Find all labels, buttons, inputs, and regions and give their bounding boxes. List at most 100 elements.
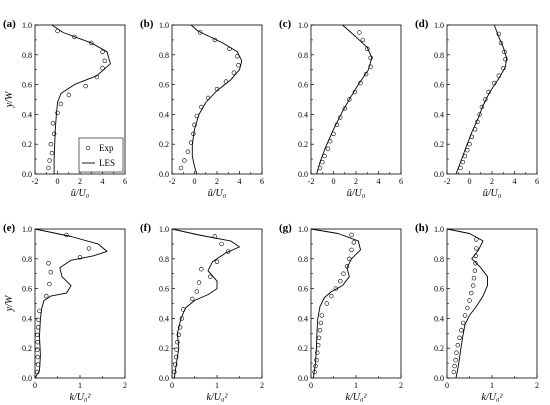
y-tick-label: 0.4 [298,110,308,119]
data-point-exp [341,271,346,276]
x-axis-title: ū/U₀ [483,188,502,199]
data-point-exp [196,280,202,285]
plot-frame [446,24,538,175]
y-tick-label: 0.2 [298,140,308,149]
x-axis-title: k/U₀² [70,392,92,403]
series-line-les [171,228,240,379]
x-tick-label: 0 [56,177,60,186]
x-tick-label: 0 [33,381,37,390]
y-tick-label: 0.6 [159,81,169,90]
data-point-exp [49,150,55,156]
data-point-exp [172,369,177,375]
y-tick-label: 0.0 [159,374,169,383]
y-tick-label: 0.8 [159,255,169,264]
data-point-exp [349,247,354,253]
y-tick-label: 1.0 [159,21,169,30]
data-point-exp [199,267,204,272]
y-tick-label: 0.8 [298,51,308,60]
y-tick-label: 1.0 [22,21,32,30]
data-point-exp [47,281,52,287]
data-point-exp [473,261,478,266]
y-tick-label: 0.0 [159,170,169,179]
panel-7: (h) 0 1 2 0.0 0.2 0.4 0.6 0.8 1.0 k/U₀² [415,222,539,403]
y-tick-label: 0.0 [434,170,444,179]
panel-label: (g) [279,222,292,234]
y-tick-label: 0.2 [298,344,308,353]
y-tick-label: 0.2 [434,140,444,149]
data-point-exp [77,255,83,260]
data-point-exp [208,274,213,279]
x-tick-label: 2 [535,381,539,390]
plot-frame [310,228,402,379]
y-tick-label: 0.6 [159,285,169,294]
y-tick-label: 0.6 [22,81,32,90]
data-point-exp [46,165,51,171]
y-tick-label: 0.6 [434,285,444,294]
data-point-exp [455,343,460,348]
x-tick-label: 6 [535,177,539,186]
y-tick-label: 1.0 [22,225,32,234]
series-line-les [190,24,243,175]
data-point-exp [459,328,464,333]
plot-frame [171,24,263,175]
legend-marker-exp [85,145,91,151]
data-point-exp [461,320,466,326]
data-point-exp [368,64,373,69]
series-line-les [455,24,508,175]
series-line-les [34,228,108,379]
x-tick-label: -2 [32,177,39,186]
x-axis-title: ū/U₀ [71,188,90,199]
data-point-exp [318,320,324,326]
x-tick-label: 6 [399,177,403,186]
data-point-exp [58,101,64,107]
data-point-exp [319,313,324,318]
x-tick-label: 1 [215,381,219,390]
data-point-exp [100,65,105,71]
plot-frame [310,24,402,175]
data-point-exp [190,296,195,302]
data-point-exp [48,142,53,147]
series-line-les [446,228,488,379]
x-tick-label: 6 [260,177,264,186]
y-tick-label: 0.0 [298,374,308,383]
panel-label: (h) [415,222,429,234]
panel-label: (c) [279,18,292,30]
data-point-exp [214,259,220,264]
panel-label: (b) [140,18,154,30]
series-line-les [310,228,361,379]
x-tick-label: 0 [445,381,449,390]
data-point-exp [462,313,468,318]
y-tick-label: 0.4 [434,314,444,323]
y-tick-label: 0.8 [22,51,32,60]
x-tick-label: 4 [101,177,105,186]
x-tick-label: 4 [377,177,381,186]
data-point-exp [176,332,182,337]
data-point-exp [100,49,105,54]
x-tick-label: 1 [354,381,358,390]
panels: (a) -2 0 2 4 6 0.0 0.2 0.4 0.6 0.8 1.0 ū/U₀ Exp LES (b)… [3,18,539,403]
data-point-exp [66,92,72,98]
panel-5: (f) 0 1 2 0.0 0.2 0.4 0.6 0.8 1.0 k/U₀² [140,222,264,403]
data-point-exp [454,350,459,355]
plot-frame [34,228,126,379]
data-point-exp [472,268,478,273]
y-tick-label: 0.4 [159,110,169,119]
y-tick-label: 0.2 [22,344,32,353]
data-point-exp [188,140,194,145]
data-point-exp [469,290,474,296]
data-point-exp [231,70,237,75]
data-point-exp [192,122,197,128]
data-point-exp [236,62,241,68]
x-axis-title: ū/U₀ [208,188,227,199]
data-point-exp [324,301,329,306]
x-tick-label: 2 [215,177,219,186]
data-point-exp [465,148,470,153]
y-tick-label: 1.0 [434,225,444,234]
legend-box [78,137,124,173]
data-point-exp [452,363,457,369]
legend-label-exp: Exp [99,143,114,153]
panel-0: (a) -2 0 2 4 6 0.0 0.2 0.4 0.6 0.8 1.0 ū/U₀ Exp LES [3,18,127,199]
y-tick-label: 0.4 [159,314,169,323]
x-tick-label: 0 [332,177,336,186]
x-tick-label: 4 [238,177,242,186]
